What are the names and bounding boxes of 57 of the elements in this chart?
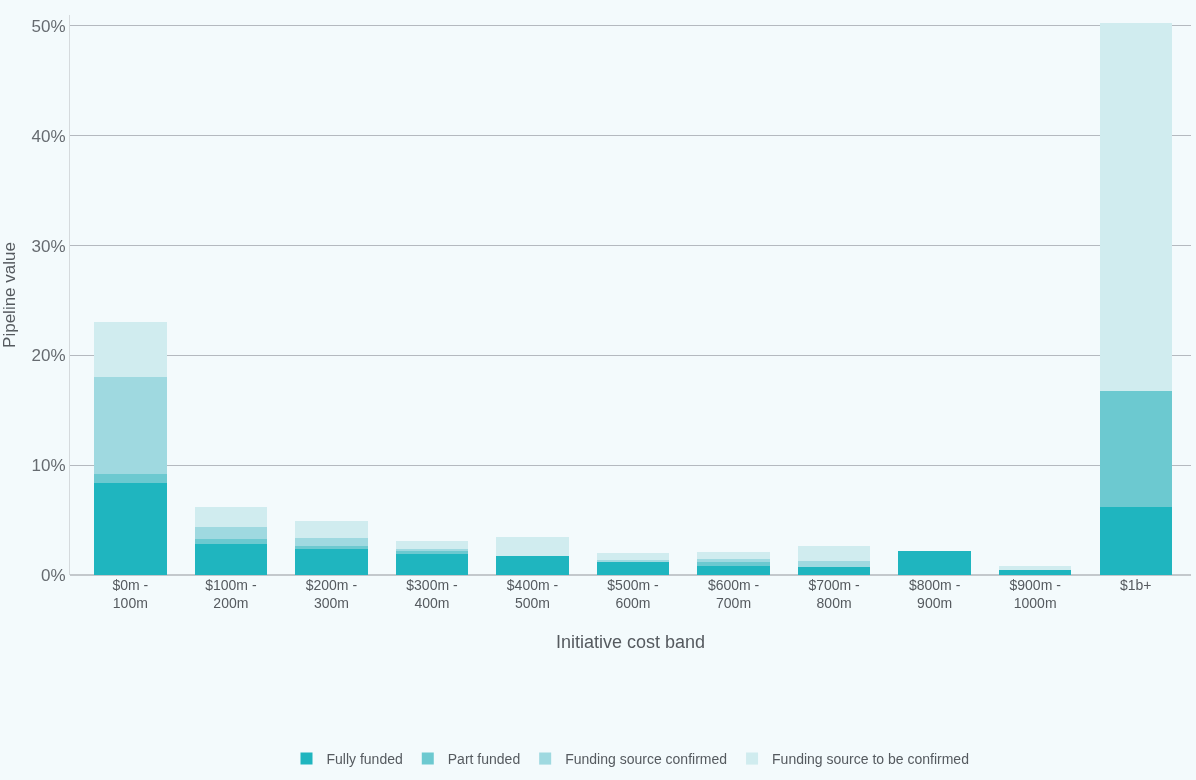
x-tick-label: $600m - 700m [707,577,760,612]
bar [194,544,268,575]
x-axis-title: Initiative cost band [555,632,706,653]
bar [496,536,569,557]
bar [697,558,770,562]
x-tick-label: $0m - 100m [112,577,149,612]
bar [998,569,1072,575]
bar [94,377,167,474]
bar [797,546,871,561]
bar [1099,390,1172,507]
bar [797,560,871,568]
x-tick-label: $100m - 200m [205,577,257,612]
x-tick-label: $1b+ [1119,577,1152,593]
y-tick-label: 10% [31,456,66,476]
x-tick-label: $300m - 400m [406,577,458,612]
y-tick-label: 50% [31,16,66,36]
x-tick-label: $200m - 300m [305,577,358,612]
bar [1099,506,1172,575]
x-tick-label: $700m - 800m [808,577,861,612]
bar [395,540,469,549]
bar [1099,22,1172,391]
legend-label: Fully funded [326,751,403,768]
x-tick-label: $900m - 1000m [1009,577,1062,612]
bar [194,506,268,527]
x-tick-label: $500m - 600m [607,577,660,612]
bar [295,548,368,575]
y-axis-title: Pipeline value [0,242,19,348]
legend-label: Funding source to be confirmed [772,751,969,768]
bar [697,561,770,567]
legend-label: Part funded [447,751,521,768]
x-tick-label: $800m - 900m [908,577,961,612]
bar [596,553,670,560]
bar [94,482,167,575]
bar [395,554,469,575]
y-tick-label: 20% [31,346,66,366]
bar [697,551,770,559]
x-tick-label: $400m - 500m [506,577,559,612]
bar [295,521,368,538]
bar [898,550,971,575]
y-tick-label: 0% [41,565,66,585]
bar [194,526,268,539]
bar [797,567,871,575]
bar [596,561,670,575]
bar [194,538,268,545]
bar [596,559,670,562]
y-tick-label: 40% [31,126,66,146]
bar [998,566,1072,570]
bar [295,546,368,549]
bar [94,473,167,483]
bar [697,566,770,575]
bar [395,550,469,555]
legend-label: Funding source confirmed [565,751,728,768]
bar [295,537,368,547]
bar [395,548,469,551]
y-tick-label: 30% [31,236,66,256]
bar [94,322,167,378]
bar [496,556,569,575]
